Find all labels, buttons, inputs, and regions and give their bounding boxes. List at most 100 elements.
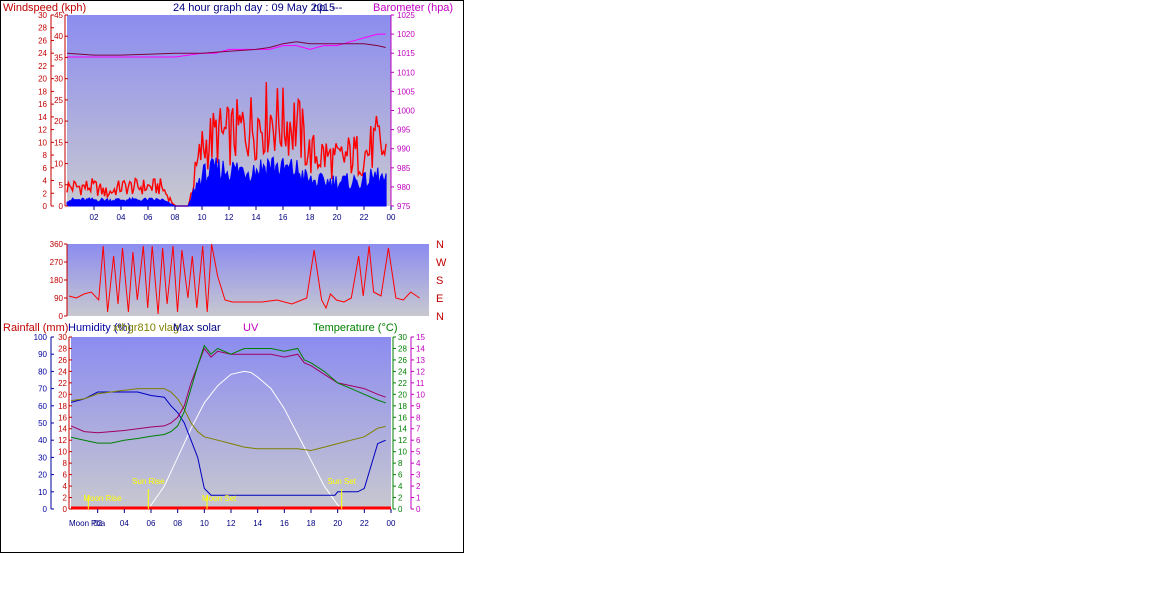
barometer-tick-label: 1015: [397, 49, 415, 58]
direction-tick-label: 270: [50, 258, 64, 267]
rainfall-tick-label: 14: [58, 425, 67, 434]
gust-line: [66, 82, 387, 207]
barometer-axis-label: Barometer (hpa): [373, 2, 453, 14]
average-area: [66, 156, 387, 207]
humidity-axis-label: Humidity (%): [68, 322, 131, 334]
uv-tick-label: 15: [416, 333, 425, 342]
moon-row-label: Moon: [69, 519, 89, 528]
uv-tick-label: 11: [416, 379, 425, 388]
weather-24h-chart: Windspeed (kph) 24 hour graph day : 09 M…: [3, 2, 453, 528]
temperature-tick-label: 14: [398, 425, 407, 434]
x-tick-label: 18: [307, 519, 316, 528]
windspeed-inner-tick-label: 22: [38, 62, 47, 71]
temperature-tick-label: 22: [398, 379, 407, 388]
temperature-tick-label: 8: [398, 459, 403, 468]
barometer-tick-label: 1020: [397, 30, 415, 39]
temperature-tick-label: 30: [398, 333, 407, 342]
uv-tick-label: 12: [416, 367, 425, 376]
humidity-tick-label: 20: [38, 471, 47, 480]
humidity-tick-label: 60: [38, 402, 47, 411]
barometer-tick-label: 985: [397, 164, 411, 173]
x-tick-label: 18: [306, 213, 315, 222]
windspeed-outer-tick-label: 10: [54, 160, 63, 169]
barometer-tick-label: 995: [397, 126, 411, 135]
barometer-tick-label: 975: [397, 202, 411, 211]
humidity-tick-label: 40: [38, 436, 47, 445]
direction-plot-background: [67, 244, 429, 316]
second-temperature-line: [70, 347, 386, 434]
windspeed-outer-tick-label: 30: [54, 75, 63, 84]
rainfall-tick-label: 16: [58, 413, 67, 422]
xthgr810-line: [70, 388, 386, 452]
compass-label: S: [436, 275, 443, 287]
x-tick-label: 20: [333, 213, 342, 222]
x-tick-label: 16: [280, 519, 289, 528]
windspeed-inner-tick-label: 26: [38, 36, 47, 45]
rainfall-tick-label: 0: [63, 505, 68, 514]
chart-title-suffix: np. ---: [313, 2, 343, 14]
barometer-series-line: [67, 33, 386, 58]
direction-tick-label: 90: [54, 294, 63, 303]
event-marker-label: Sun Set: [327, 477, 356, 486]
average-series: [66, 156, 387, 207]
windspeed-outer-tick-label: 40: [54, 32, 63, 41]
rainfall-tick-label: 10: [58, 448, 67, 457]
windspeed-inner-tick-label: 4: [43, 177, 48, 186]
windspeed-outer-tick-label: 45: [54, 11, 63, 20]
barometer-trend-line: [66, 41, 386, 56]
temperature-tick-label: 20: [398, 390, 407, 399]
windspeed-outer-tick-label: 5: [59, 181, 64, 190]
x-tick-label: 02: [90, 213, 99, 222]
windspeed-inner-tick-label: 18: [38, 87, 47, 96]
barometer-tick-label: 1005: [397, 87, 415, 96]
compass-label: N: [436, 311, 444, 323]
rainfall-tick-label: 30: [58, 333, 67, 342]
temperature-tick-label: 4: [398, 482, 403, 491]
direction-tick-label: 360: [50, 240, 64, 249]
windspeed-outer-tick-label: 25: [54, 96, 63, 105]
uv-tick-label: 13: [416, 356, 425, 365]
compass-label: N: [436, 239, 444, 251]
humidity-tick-label: 10: [38, 488, 47, 497]
x-tick-label: 00: [387, 519, 396, 528]
x-tick-label: 12: [227, 519, 236, 528]
windspeed-inner-tick-label: 0: [43, 202, 48, 211]
barometer-tick-label: 1000: [397, 107, 415, 116]
rainfall-axis-label: Rainfall (mm): [3, 322, 68, 334]
windspeed-outer-tick-label: 20: [54, 117, 63, 126]
x-tick-label: 22: [360, 519, 369, 528]
max-solar-line: [147, 370, 343, 510]
x-tick-label: 02: [93, 519, 102, 528]
rainfall-tick-label: 22: [58, 379, 67, 388]
uv-label: UV: [243, 322, 259, 334]
temperature-tick-label: 6: [398, 471, 403, 480]
compass-label: E: [436, 293, 443, 305]
temp-plot-background: [71, 337, 391, 509]
chart-title: 24 hour graph day : 09 May 2015: [173, 2, 335, 14]
x-tick-label: 00: [387, 213, 396, 222]
uv-tick-label: 5: [416, 448, 421, 457]
rainfall-tick-label: 28: [58, 344, 67, 353]
humidity-line: [70, 391, 386, 496]
temperature-axis-label: Temperature (°C): [313, 322, 397, 334]
x-tick-label: 08: [173, 519, 182, 528]
temperature-tick-label: 16: [398, 413, 407, 422]
windspeed-inner-tick-label: 24: [38, 49, 47, 58]
windspeed-outer-tick-label: 35: [54, 53, 63, 62]
uv-tick-label: 6: [416, 436, 421, 445]
barometer-tick-label: 1010: [397, 68, 415, 77]
uv-tick-label: 7: [416, 425, 421, 434]
temperature-tick-label: 28: [398, 344, 407, 353]
barometer-tick-label: 1025: [397, 11, 415, 20]
uv-tick-label: 4: [416, 459, 421, 468]
x-tick-label: 20: [333, 519, 342, 528]
windspeed-axis-label: Windspeed (kph): [3, 2, 86, 14]
rainfall-tick-label: 4: [63, 482, 68, 491]
windspeed-outer-tick-label: 15: [54, 138, 63, 147]
x-tick-label: 10: [198, 213, 207, 222]
uv-tick-label: 2: [416, 482, 421, 491]
rainfall-tick-label: 18: [58, 402, 67, 411]
wind-direction-line: [68, 243, 420, 315]
x-tick-label: 04: [120, 519, 129, 528]
gust-series: [66, 82, 387, 207]
